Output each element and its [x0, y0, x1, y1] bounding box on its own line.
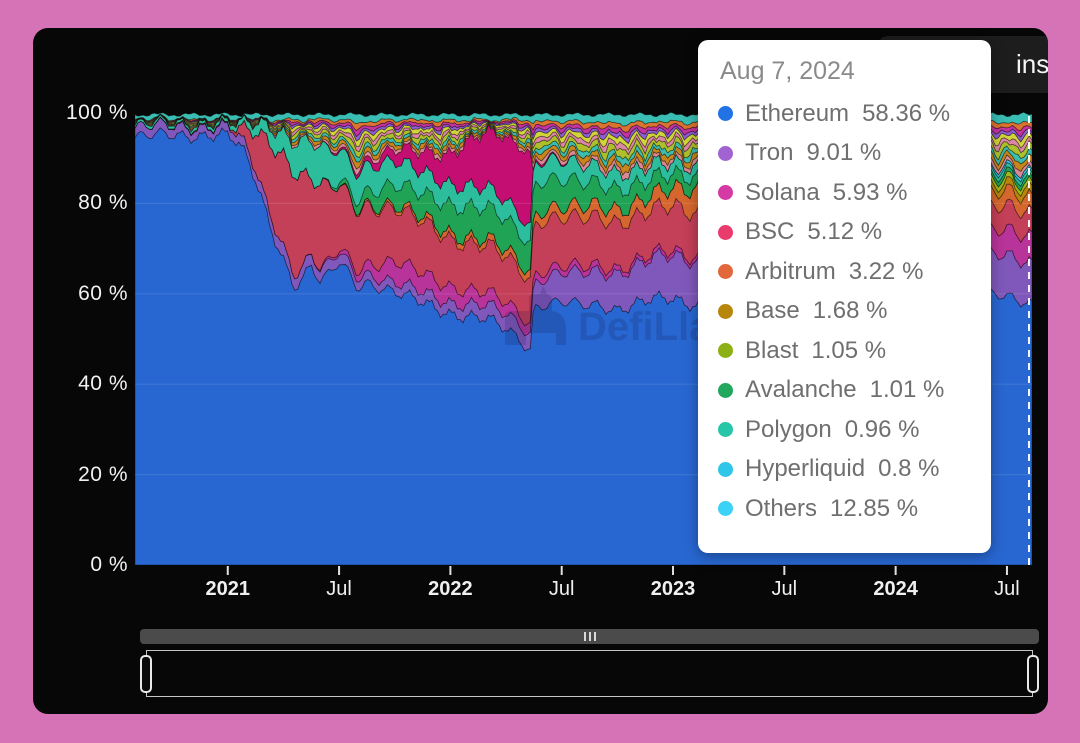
x-tick-label: Jul — [326, 578, 352, 600]
series-name: Base — [745, 297, 800, 325]
series-value: 5.93 % — [832, 178, 908, 206]
series-value: 0.8 % — [878, 455, 940, 483]
tooltip-row: Solana 5.93 % — [718, 173, 971, 213]
area-band — [134, 116, 1033, 284]
tooltip-row: Arbitrum 3.22 % — [718, 252, 971, 292]
series-value: 58.36 % — [862, 99, 951, 127]
tooltip-row: BSC 5.12 % — [718, 213, 971, 253]
series-value: 12.85 % — [830, 494, 919, 522]
tooltip-row: Avalanche 1.01 % — [718, 371, 971, 411]
series-name: Blast — [745, 336, 799, 364]
y-tick-label: 0 % — [90, 553, 128, 576]
series-color-dot — [718, 422, 733, 438]
series-color-dot — [718, 185, 733, 201]
series-name: Ethereum — [745, 99, 850, 127]
y-tick-label: 100 % — [65, 101, 128, 124]
tooltip-row: Polygon 0.96 % — [718, 410, 971, 450]
tooltip-row: Tron 9.01 % — [718, 134, 971, 174]
series-value: 3.22 % — [848, 257, 924, 285]
y-tick-label: 40 % — [78, 372, 128, 396]
series-color-dot — [718, 382, 733, 398]
time-range-brush[interactable] — [140, 650, 1039, 697]
series-color-dot — [718, 224, 733, 240]
chart-tooltip: Aug 7, 2024 Ethereum 58.36 % Tron 9.01 % Sol… — [698, 40, 991, 553]
chart-scrollbar[interactable] — [140, 629, 1039, 644]
series-name: Tron — [745, 139, 794, 167]
brush-handle-left[interactable] — [140, 654, 152, 693]
series-color-dot — [718, 145, 733, 161]
series-name: Avalanche — [745, 376, 857, 404]
area-band — [134, 116, 1033, 327]
series-color-dot — [718, 343, 733, 359]
defillama-watermark: DefiLlama — [505, 286, 770, 349]
scrollbar-grip[interactable] — [583, 632, 596, 641]
series-color-dot — [718, 106, 733, 122]
x-tick-label: 2022 — [428, 578, 473, 600]
x-tick-label: Jul — [994, 578, 1020, 600]
series-value: 1.05 % — [811, 336, 887, 364]
series-name: Solana — [745, 178, 820, 206]
series-value: 0.96 % — [844, 415, 920, 443]
tooltip-row: Hyperliquid 0.8 % — [718, 450, 971, 490]
series-value: 1.68 % — [812, 297, 888, 325]
brush-handle-right[interactable] — [1027, 654, 1039, 693]
series-value: 5.12 % — [807, 218, 883, 246]
tooltip-date: Aug 7, 2024 — [720, 57, 855, 85]
tooltip-row: Blast 1.05 % — [718, 331, 971, 371]
area-band — [134, 116, 1033, 276]
area-band — [134, 116, 1033, 276]
series-color-dot — [718, 264, 733, 280]
chains-dropdown-label: ins — [1016, 49, 1048, 79]
x-tick-label: Jul — [771, 578, 798, 600]
area-band — [134, 113, 1033, 227]
series-name: Others — [745, 494, 818, 522]
area-band — [134, 116, 1033, 337]
series-name: BSC — [745, 218, 795, 246]
tooltip-row: Base 1.68 % — [718, 292, 971, 332]
series-value: 1.01 % — [869, 376, 945, 404]
series-name: Polygon — [745, 415, 832, 443]
tooltip-row: Ethereum 58.36 % — [718, 94, 971, 134]
series-color-dot — [718, 303, 733, 319]
x-tick-label: Jul — [548, 578, 575, 600]
series-value: 9.01 % — [806, 139, 882, 167]
area-band — [134, 116, 1033, 276]
series-color-dot — [718, 501, 733, 517]
series-color-dot — [718, 461, 733, 477]
series-name: Hyperliquid — [745, 455, 866, 483]
x-tick-label: 2024 — [873, 578, 918, 600]
y-tick-label: 60 % — [78, 281, 128, 305]
x-tick-label: 2021 — [205, 578, 251, 600]
tooltip-row: Others 12.85 % — [718, 489, 971, 529]
x-tick-label: 2023 — [650, 578, 696, 600]
y-tick-label: 20 % — [78, 462, 128, 486]
y-tick-label: 80 % — [78, 191, 128, 215]
series-name: Arbitrum — [745, 257, 836, 285]
